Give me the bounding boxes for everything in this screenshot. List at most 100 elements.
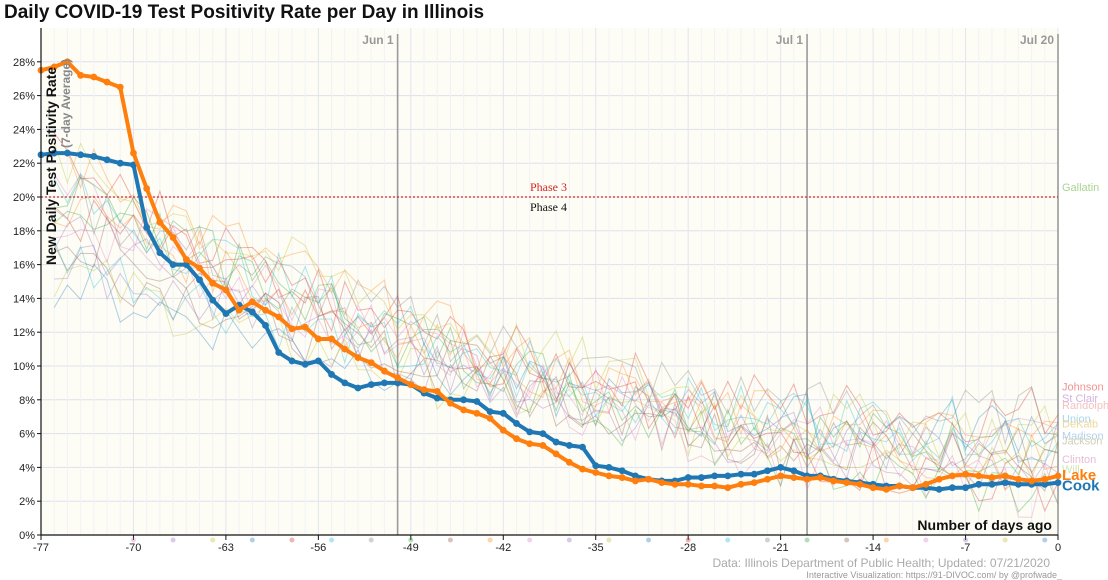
- data-point-lake: [830, 477, 837, 485]
- data-point-cook: [711, 472, 718, 480]
- x-axis-dot: [170, 537, 176, 543]
- x-axis-dot: [566, 537, 572, 543]
- data-point-cook: [552, 438, 560, 446]
- x-axis-dot: [408, 537, 414, 543]
- data-point-lake: [420, 386, 428, 394]
- county-line: [53, 199, 1059, 443]
- data-point-cook: [526, 428, 534, 436]
- y-tick-label: 22%: [13, 158, 35, 170]
- data-point-lake: [526, 440, 534, 448]
- date-marker-label: Jul 20: [1020, 33, 1054, 47]
- data-point-lake: [314, 335, 322, 343]
- x-axis-dot: [725, 537, 731, 543]
- data-point-lake: [1014, 475, 1022, 483]
- data-point-lake: [381, 367, 388, 375]
- county-end-label: DeKalb: [1062, 418, 1098, 430]
- data-point-cook: [539, 430, 547, 437]
- x-axis-dot: [249, 537, 255, 543]
- x-tick-label: -49: [403, 542, 419, 554]
- data-point-lake: [869, 484, 877, 492]
- x-tick-label: 0: [1055, 542, 1061, 554]
- data-point-cook: [50, 149, 58, 157]
- data-point-lake: [169, 234, 177, 241]
- data-point-lake: [671, 480, 679, 488]
- county-line: [54, 215, 1059, 492]
- data-point-lake: [486, 414, 494, 422]
- data-point-cook: [90, 153, 98, 160]
- data-point-cook: [579, 443, 586, 451]
- data-point-cook: [262, 322, 269, 329]
- data-point-lake: [209, 279, 217, 287]
- x-axis-dot: [685, 537, 691, 543]
- phase-reference-line: Phase 3 Phase 4: [41, 180, 1058, 214]
- y-tick-label: 16%: [13, 260, 35, 272]
- data-point-lake: [1001, 472, 1009, 480]
- y-axis-subtitle: (7-day Average): [59, 59, 73, 148]
- data-point-lake: [77, 71, 85, 79]
- x-axis-dot: [210, 537, 216, 543]
- data-point-cook: [988, 480, 996, 488]
- data-point-lake: [605, 472, 613, 480]
- axes: 0% 2% 4% 6% 8% 10% 12% 14% 16% 18% 20% 22% 24% 26% 28%…: [13, 28, 1061, 554]
- county-line: [53, 210, 1059, 476]
- x-axis-dot: [1002, 537, 1008, 543]
- data-point-lake: [1028, 477, 1035, 485]
- x-axis-dot: [764, 537, 770, 543]
- data-point-lake: [803, 475, 811, 483]
- data-point-lake: [143, 185, 151, 192]
- x-tick-label: -42: [495, 542, 511, 554]
- y-tick-label: 0%: [19, 530, 35, 542]
- data-point-lake: [935, 475, 943, 483]
- data-point-cook: [433, 394, 441, 402]
- data-point-lake: [182, 256, 190, 263]
- x-tick-label: -56: [310, 542, 326, 554]
- data-point-cook: [935, 485, 943, 493]
- county-line: [53, 173, 1059, 518]
- phase-4-label: Phase 4: [530, 200, 567, 214]
- county-line: [54, 195, 1059, 459]
- data-point-cook: [684, 474, 692, 481]
- x-tick-label: -63: [218, 542, 234, 554]
- data-point-cook: [764, 467, 771, 475]
- data-point-lake: [539, 442, 547, 449]
- data-point-lake: [222, 286, 230, 294]
- data-point-lake: [262, 306, 269, 314]
- data-point-lake: [1054, 472, 1062, 480]
- data-point-cook: [328, 371, 335, 378]
- x-axis-dot: [329, 537, 335, 543]
- x-axis-dot: [1042, 537, 1048, 543]
- y-tick-label: 18%: [13, 226, 35, 238]
- x-tick-label: -28: [680, 542, 696, 554]
- y-tick-label: 12%: [13, 327, 35, 339]
- county-line: [53, 239, 1059, 456]
- y-axis-sublabel: (7-day Average): [59, 59, 73, 148]
- y-tick-label: 4%: [19, 462, 35, 474]
- source-note: Data: Illinois Department of Public Heal…: [712, 556, 1050, 570]
- x-tick-label: -14: [865, 542, 881, 554]
- data-point-cook: [394, 379, 402, 387]
- data-point-cook: [513, 420, 520, 427]
- data-point-cook: [248, 308, 256, 316]
- county-line: [53, 173, 1059, 446]
- county-line: [53, 244, 1059, 475]
- data-point-lake: [579, 465, 586, 473]
- data-point-lake: [790, 474, 798, 481]
- data-point-lake: [737, 480, 745, 488]
- data-point-lake: [499, 426, 507, 434]
- data-point-cook: [354, 384, 362, 392]
- date-marker-label: Jul 1: [776, 33, 804, 47]
- y-tick-label: 6%: [19, 429, 35, 441]
- phase-3-label: Phase 3: [530, 180, 567, 194]
- data-point-lake: [447, 399, 454, 407]
- data-point-cook: [301, 360, 309, 368]
- data-point-cook: [962, 484, 969, 492]
- county-end-label: Jackson: [1062, 435, 1102, 447]
- data-point-cook: [737, 470, 745, 478]
- data-point-cook: [103, 156, 111, 164]
- x-tick-label: -21: [773, 542, 789, 554]
- data-point-cook: [592, 462, 600, 470]
- data-point-lake: [962, 470, 969, 478]
- x-axis-dot: [527, 537, 533, 543]
- data-point-lake: [909, 484, 917, 492]
